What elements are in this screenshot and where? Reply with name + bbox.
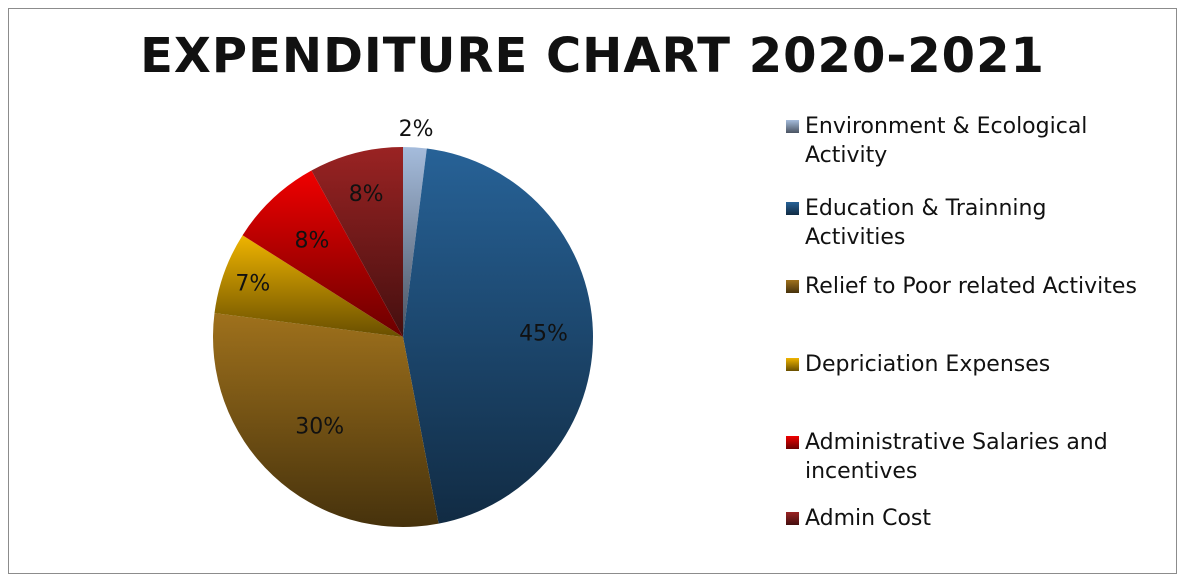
pie-slice-3	[213, 313, 439, 527]
legend-item-6: Admin Cost	[786, 504, 1150, 533]
pie-slice-1	[403, 147, 427, 337]
legend-item-5: Administrative Salaries and incentives	[786, 428, 1150, 486]
legend-swatch	[786, 436, 799, 449]
legend-swatch	[786, 512, 799, 525]
slice-data-label-4: 7%	[235, 272, 270, 297]
pie-slice-2	[403, 148, 594, 524]
legend-label: Environment & Ecological Activity	[805, 114, 1088, 168]
legend-label: Relief to Poor related Activites	[805, 274, 1137, 299]
legend-swatch	[786, 202, 799, 215]
legend-label: Admin Cost	[805, 506, 932, 531]
pie-slice-6	[311, 147, 403, 337]
slice-data-label-2: 45%	[519, 321, 568, 346]
legend-item-2: Education & Trainning Activities	[786, 194, 1150, 252]
legend-swatch	[786, 358, 799, 371]
chart-title: EXPENDITURE CHART 2020-2021	[140, 28, 1045, 84]
legend-item-4: Depriciation Expenses	[786, 350, 1150, 379]
legend-item-3: Relief to Poor related Activites	[786, 272, 1150, 301]
legend-label: Administrative Salaries and incentives	[805, 430, 1108, 484]
legend-swatch	[786, 120, 799, 133]
slice-data-label-5: 8%	[295, 229, 330, 254]
slice-data-label-6: 8%	[349, 182, 384, 207]
chart-frame	[8, 8, 1177, 574]
pie-slice-5	[242, 170, 403, 337]
legend-item-1: Environment & Ecological Activity	[786, 112, 1150, 170]
slice-data-label-1: 2%	[399, 117, 434, 142]
legend-label: Education & Trainning Activities	[805, 196, 1047, 250]
legend-label: Depriciation Expenses	[805, 352, 1051, 377]
legend-swatch	[786, 280, 799, 293]
pie-slice-4	[214, 235, 403, 337]
slice-data-label-3: 30%	[295, 414, 344, 439]
